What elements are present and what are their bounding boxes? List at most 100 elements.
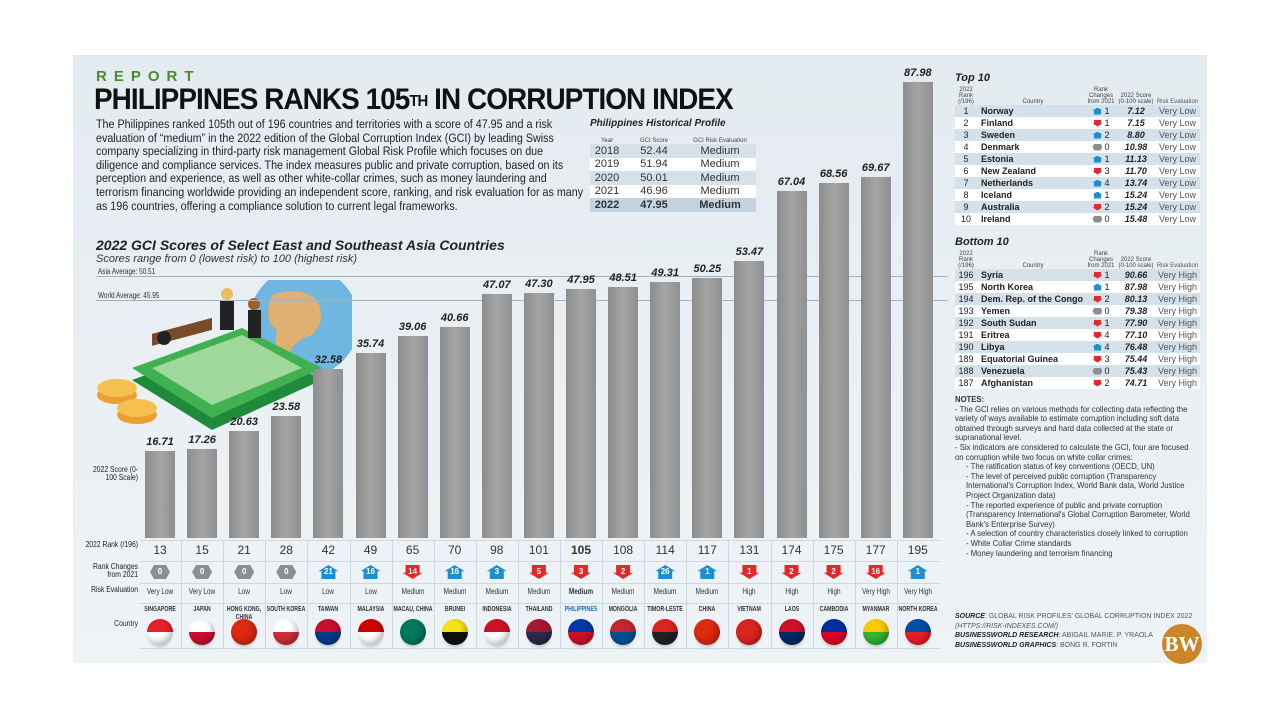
rank-change-same-icon — [1092, 215, 1103, 223]
historical-cell: 50.01 — [640, 171, 668, 184]
rank-cell: 191 — [958, 330, 974, 340]
research-text: : ABIGAIL MARIE. P. YRAOLA — [1058, 632, 1153, 639]
bar — [776, 190, 807, 538]
country-cell: New Zealand — [981, 166, 1037, 176]
country-label: LAOS — [784, 606, 799, 613]
rank-cell: 42 — [321, 543, 336, 557]
rank-change-same-icon: 0 — [234, 565, 255, 579]
rank-change-value: 4 — [1104, 342, 1110, 352]
score-cell: 87.98 — [1124, 282, 1148, 292]
score-cell: 7.12 — [1127, 106, 1145, 116]
risk-cell: High — [742, 587, 756, 596]
rank-change-cell: 0 — [1085, 365, 1117, 377]
bar-value-label: 39.06 — [398, 320, 427, 333]
rank-change-down-icon — [1092, 379, 1103, 387]
historical-cell: Medium — [700, 144, 740, 157]
bar — [523, 292, 554, 538]
flag-icon — [610, 619, 637, 645]
score-cell: 77.90 — [1124, 318, 1148, 328]
rank-change-value: 0 — [1104, 306, 1110, 316]
rank-cell: 6 — [963, 166, 969, 176]
score-cell: 77.10 — [1124, 330, 1148, 340]
rank-change-cell: 0 — [1085, 213, 1117, 225]
header-cell: Country — [1022, 263, 1044, 269]
risk-cell: Very Low — [188, 587, 216, 596]
bar-value-label: 32.58 — [314, 354, 343, 367]
column-divider — [433, 540, 435, 648]
risk-cell: Very High — [1157, 282, 1198, 292]
row-divider — [140, 648, 940, 649]
top10-row: 8 Iceland 1 15.24 Very Low — [955, 189, 1200, 201]
country-label: BRUNEI — [444, 606, 465, 613]
rank-change-value: 1 — [1104, 190, 1110, 200]
rank-change-value: 1 — [1104, 118, 1110, 128]
column-divider — [854, 540, 856, 648]
risk-cell: Medium — [568, 587, 594, 596]
historical-title: Philippines Historical Profile — [590, 118, 726, 129]
rank-cell: 7 — [963, 178, 969, 188]
rank-change-down-icon: 3 — [571, 565, 591, 579]
top10-row: 6 New Zealand 3 11.70 Very Low — [955, 165, 1200, 177]
historical-cell: 2018 — [594, 144, 620, 157]
flag-icon — [441, 619, 468, 645]
rank-cell: 8 — [963, 190, 969, 200]
rank-change-cell: 1 — [1085, 153, 1117, 165]
chart-title: 2022 GCI Scores of Select East and South… — [96, 237, 505, 253]
country-cell: Venezuela — [981, 366, 1025, 376]
bar-value-label: 87.98 — [904, 67, 932, 79]
graphics-text: : BONG R. FORTIN — [1056, 641, 1118, 649]
historical-cell: Medium — [700, 171, 740, 184]
score-cell: 11.13 — [1125, 154, 1147, 164]
rank-change-up-icon: 16 — [444, 565, 465, 579]
source-text: : GLOBAL RISK PROFILES' GLOBAL CORRUPTIO… — [984, 613, 1193, 620]
bar — [566, 289, 596, 538]
top10-row: 5 Estonia 1 11.13 Very Low — [955, 153, 1200, 165]
rank-change-value: 1 — [1104, 282, 1110, 292]
bar-value-label: 23.58 — [272, 400, 301, 413]
rank-cell: 196 — [958, 270, 974, 280]
rank-change-value: 1 — [1104, 270, 1110, 280]
risk-cell: Medium — [653, 587, 677, 596]
rank-change-down-icon: 14 — [402, 565, 423, 579]
bottom10-row: 194 Dem. Rep. of the Congo 2 80.13 Very High — [955, 293, 1200, 305]
bar-value-label: 69.67 — [861, 161, 890, 174]
bar — [355, 352, 386, 538]
score-cell: 76.48 — [1124, 342, 1148, 352]
risk-cell: Medium — [527, 587, 551, 596]
bar-value-label: 49.31 — [651, 267, 679, 280]
column-divider — [644, 540, 646, 648]
rank-change-value: 2 — [1104, 130, 1110, 140]
headline: PHILIPPINES RANKS 105TH IN CORRUPTION IN… — [94, 84, 734, 116]
bottom10-row: 196 Syria 1 90.66 Very High — [955, 269, 1200, 281]
note-item: - The ratification status of key convent… — [966, 461, 1155, 472]
country-label: SOUTH KOREA — [266, 606, 306, 613]
risk-cell: Very Low — [1158, 142, 1197, 152]
score-cell: 11.70 — [1125, 166, 1147, 176]
risk-cell: Very Low — [146, 587, 174, 596]
rank-change-down-icon: 1 — [739, 565, 760, 579]
rank-change-down-icon — [1092, 319, 1103, 327]
rank-cell: 5 — [963, 154, 969, 164]
rank-change-value: 2 — [1104, 378, 1110, 388]
rank-change-cell: 1 — [1085, 117, 1117, 129]
rank-change-up-icon — [1092, 155, 1103, 163]
rank-change-value: 4 — [1104, 178, 1110, 188]
risk-cell: Low — [280, 587, 293, 596]
column-divider — [517, 540, 519, 648]
country-label: SINGAPORE — [144, 606, 176, 613]
rank-change-cell: 4 — [1085, 329, 1117, 341]
bar-value-label: 53.47 — [735, 245, 764, 258]
historical-cell: 46.96 — [640, 185, 668, 198]
country-cell: North Korea — [981, 282, 1034, 292]
column-divider — [602, 540, 604, 648]
rank-change-cell: 0 — [1085, 141, 1117, 153]
score-cell: 8.80 — [1127, 130, 1145, 140]
rank-cell: 187 — [958, 378, 974, 388]
column-divider — [770, 540, 772, 648]
rank-change-down-icon: 2 — [613, 565, 634, 579]
risk-cell: Very Low — [1158, 130, 1197, 140]
rank-change-cell: 2 — [1085, 293, 1117, 305]
bottom10-title: Bottom 10 — [955, 236, 1009, 248]
header-cell: 2022 Rank (/196) — [958, 251, 974, 269]
column-divider — [896, 540, 898, 648]
